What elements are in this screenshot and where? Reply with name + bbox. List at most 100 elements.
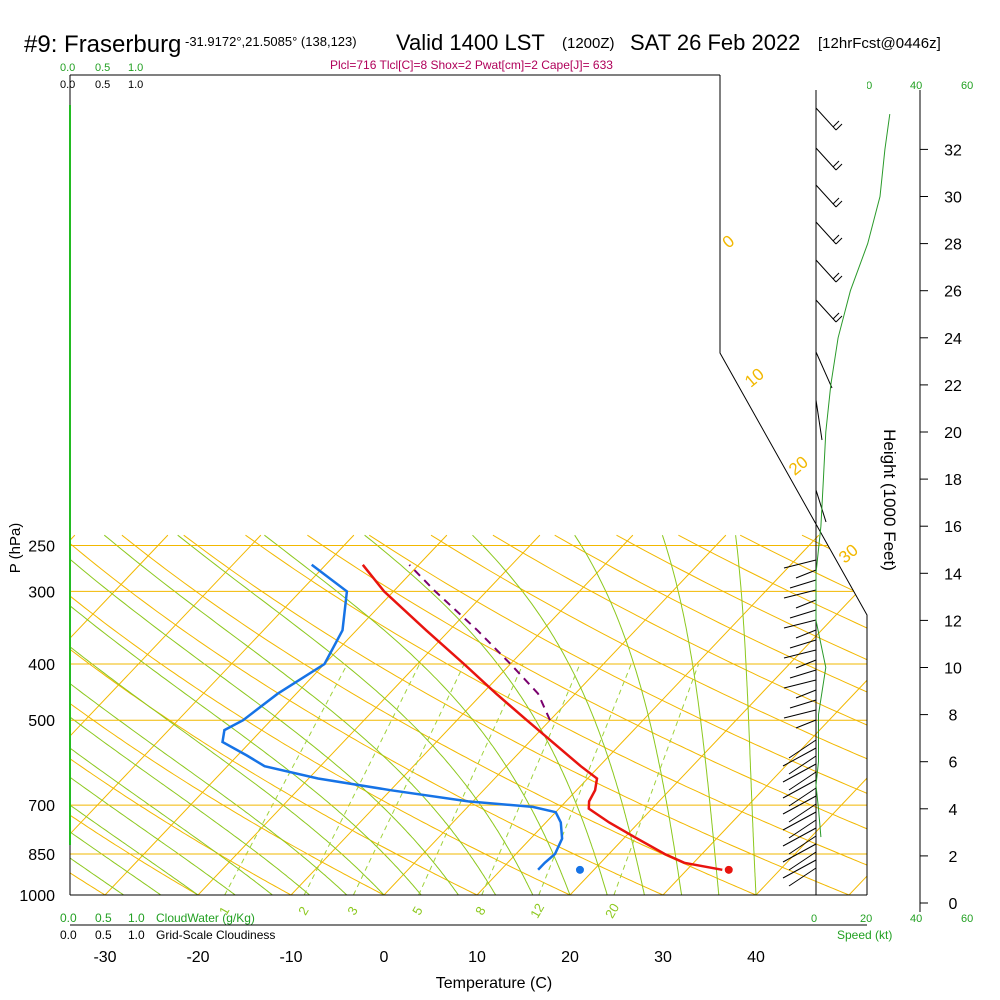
wind-barb [789,669,817,679]
wind-barb [783,709,817,719]
wind-barb [782,827,817,847]
wind-barb [789,579,817,589]
wind-barb [815,107,837,131]
surface-dewpoint-marker [575,865,584,874]
wind-barb [788,867,817,887]
station-title: #9: Fraserburg [24,31,181,58]
wind-barb [788,739,817,759]
height-tick: 2 [949,849,958,866]
mixing-ratio-label: 3 [344,904,361,918]
isotherm-line [569,581,867,895]
speed-tick: 0 [811,913,817,925]
forecast-date: SAT 26 Feb 2022 [630,30,800,55]
moist-adiabat-line [70,804,199,895]
wind-barb [788,771,817,791]
height-tick: 20 [944,425,962,442]
wind-barb [835,123,843,131]
cloud-water-tick: 0.5 [95,911,112,925]
mixing-ratio-label: 2 [295,904,312,918]
wind-barb [788,851,817,871]
surface-temperature-marker [724,865,733,874]
wind-barb [835,275,843,283]
speed-tick: 40 [910,80,922,92]
speed-tick: 60 [961,80,973,92]
wind-barb [783,649,817,659]
dry-adiabat-lines [70,534,1000,907]
dewpoint-line [221,563,564,871]
moist-adiabat-line [364,534,608,895]
isotherm-line [70,534,355,835]
moist-adiabat-line [70,776,236,895]
cloud-water-label: CloudWater (g/Kg) [156,911,255,925]
plot-frame [69,74,867,926]
wind-barb [795,569,817,579]
cloudiness-tick: 0.0 [60,79,75,91]
isotherm-line [662,679,867,895]
cloud-water-tick: 1.0 [128,62,143,74]
valid-time: Valid 1400 LST [396,30,545,55]
height-tick: 0 [949,896,958,913]
cloud-water-tick: 0.0 [60,911,77,925]
moist-adiabat-line [70,831,162,895]
wind-barb [835,315,843,323]
wind-barb [815,147,837,171]
cloudiness-tick: 0.5 [95,928,112,942]
height-tick: 6 [949,755,958,772]
cloud-water-tick: 1.0 [128,911,145,925]
mixing-ratio-labels: 1 2 3 5 8 12 20 [216,901,622,921]
wind-barb [815,221,837,245]
dry-adiabat-line [70,702,386,895]
isotherm-line [383,534,727,895]
wind-barb [815,351,833,389]
wind-barb [815,259,837,283]
wind-barb [789,639,817,649]
wind-barb [795,689,817,699]
dry-adiabat-line [307,534,867,830]
cloudiness-tick: 0.0 [60,928,77,942]
dry-adiabat-line [554,534,867,693]
y-axis-label: P (hPa) [7,523,24,574]
mixing-ratio-line [352,663,465,895]
region-boundary [719,75,868,895]
wind-barb [789,609,817,619]
wind-barb [789,699,817,709]
pressure-tick: 500 [28,713,55,730]
moist-adiabat-lines [70,534,757,895]
moist-adiabat-line [264,534,571,895]
moist-adiabat-line [70,682,348,895]
cloudiness-label: Grid-Scale Cloudiness [156,928,275,942]
height-tick: 32 [944,142,962,159]
mixing-ratio-label: 5 [409,904,426,918]
height-tick: 26 [944,284,962,301]
moist-adiabat-line [70,646,385,895]
wind-barb [782,811,817,831]
temperature-tick: 10 [468,949,486,966]
dry-adiabat-line [863,534,867,538]
mixing-ratio-line [613,663,700,895]
height-tick: 16 [944,519,962,536]
cloud-scale-bottom: 0.0 0.5 1.0 CloudWater (g/Kg) 0.0 0.5 1.… [60,911,275,942]
wind-barb [788,803,817,823]
cloud-water-tick: 0.5 [95,62,110,74]
x-axis-label: Temperature (C) [436,975,552,992]
wind-barb [782,747,817,767]
dry-adiabat-line [183,534,851,895]
isotherm-line [197,534,541,895]
speed-scale-bottom: 0 20 40 60 Speed (kt) [811,913,973,942]
station-coords: -31.9172°,21.5085° (138,123) [185,34,357,49]
moist-adiabat-line [574,534,683,895]
dry-adiabat-line [70,542,665,895]
mixing-ratio-line [538,663,632,895]
moist-adiabat-line [177,534,534,895]
parcel-params: Plcl=716 Tlcl[C]=8 Shox=2 Pwat[cm]=2 Cap… [330,58,613,72]
speed-tick: 40 [910,913,922,925]
dry-adiabat-line [988,535,1000,907]
moist-adiabat-line [103,534,497,895]
isotherm-line [104,534,448,895]
temperature-tick: 0 [380,949,389,966]
temperature-tick: 40 [747,949,765,966]
wind-barb [832,160,840,168]
wind-barb [835,200,843,208]
wind-barb [832,197,840,205]
dry-adiabat-line [430,534,867,760]
